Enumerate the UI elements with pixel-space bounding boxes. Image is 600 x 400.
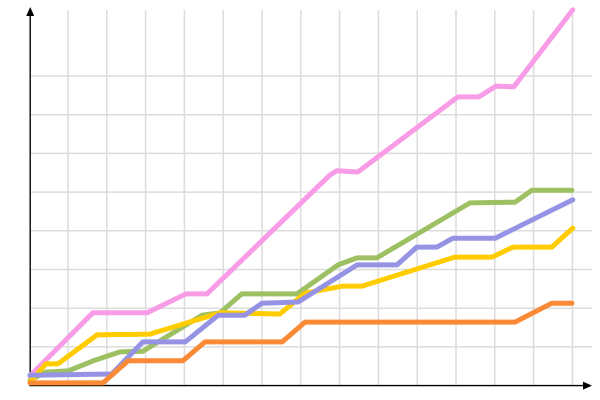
series-line-green [27, 187, 575, 383]
series-line-pink [27, 7, 576, 379]
gridlines [30, 10, 592, 386]
series-line-yellow [27, 225, 576, 385]
series-line-periwinkle [27, 197, 576, 378]
series-line-orange [27, 300, 575, 386]
x-axis-arrowhead-icon [583, 381, 592, 390]
y-axis-arrowhead-icon [26, 7, 35, 16]
